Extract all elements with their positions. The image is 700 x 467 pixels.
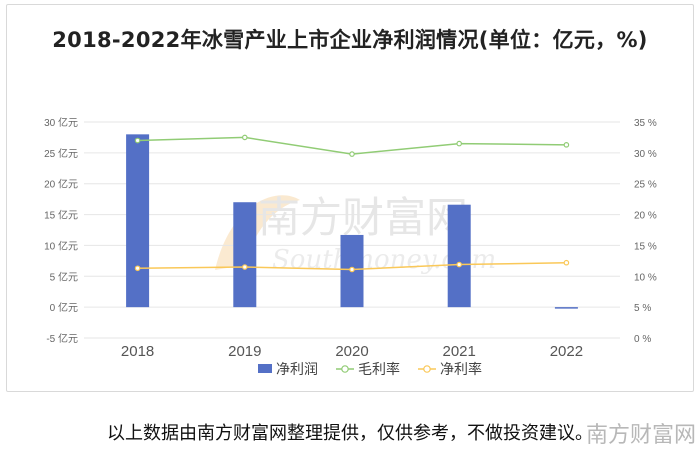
- y-right-tick-label: 30 %: [634, 149, 657, 160]
- legend-label: 净利润: [276, 362, 318, 378]
- y-left-tick-label: 15 亿元: [44, 209, 78, 222]
- y-left-tick-label: 20 亿元: [44, 178, 78, 191]
- y-axis-left: 30 亿元 25 亿元 20 亿元 15 亿元 10 亿元 5 亿元 0 亿元 -5 亿元: [44, 116, 78, 345]
- bar-series: [126, 134, 578, 309]
- y-right-tick-label: 0 %: [634, 334, 651, 345]
- y-left-tick-label: 5 亿元: [50, 270, 78, 283]
- bar: [126, 134, 150, 308]
- x-tick-label: 2020: [335, 343, 368, 360]
- chart-frame: [6, 4, 694, 392]
- legend-label: 净利率: [440, 361, 482, 378]
- y-right-tick-label: 10 %: [634, 272, 657, 283]
- chart-title: 2018-2022年冰雪产业上市企业净利润情况(单位：亿元，%): [52, 28, 648, 52]
- line-point: [563, 142, 570, 148]
- legend-label: 毛利率: [358, 361, 400, 378]
- x-tick-label: 2018: [121, 343, 154, 360]
- brand-watermark-text: 南方财富网: [586, 423, 697, 448]
- y-left-tick-label: 0 亿元: [50, 301, 78, 314]
- line-point: [349, 266, 355, 273]
- y-right-tick-label: 25 %: [634, 180, 657, 191]
- line-point: [134, 265, 141, 272]
- line-series: [134, 134, 570, 273]
- y-left-tick-label: 30 亿元: [44, 116, 78, 129]
- legend-swatch-bar: [258, 364, 272, 373]
- legend-swatch-marker: [423, 365, 431, 373]
- y-right-tick-label: 20 %: [634, 211, 657, 222]
- brand-watermark-bottom: 南方财富网: [586, 417, 696, 449]
- y-right-tick-label: 5 %: [634, 303, 651, 314]
- legend: 净利润 毛利率 净利率: [258, 361, 482, 378]
- y-right-tick-label: 35 %: [634, 118, 657, 129]
- x-axis: 2018 2019 2020 2021 2022: [121, 343, 583, 360]
- line-point: [134, 137, 141, 144]
- bar: [554, 307, 578, 309]
- line-point: [456, 261, 463, 268]
- line-point: [242, 264, 248, 270]
- line-point: [242, 134, 248, 141]
- y-left-tick-label: -5 亿元: [46, 332, 78, 345]
- y-left-tick-label: 25 亿元: [44, 147, 78, 160]
- x-tick-label: 2022: [550, 343, 583, 360]
- bar: [447, 204, 471, 308]
- y-right-tick-label: 15 %: [634, 241, 657, 252]
- line-point: [456, 140, 463, 147]
- y-left-tick-label: 10 亿元: [44, 239, 78, 252]
- footer-disclaimer: 以上数据由南方财富网整理提供，仅供参考，不做投资建议。: [107, 423, 593, 444]
- line-point: [563, 259, 570, 266]
- y-axis-right: 35 % 30 % 25 % 20 % 15 % 10 % 5 % 0 %: [634, 118, 657, 345]
- grid-lines: [84, 121, 620, 339]
- watermark-text-cn: 南方财富网: [258, 193, 468, 242]
- x-tick-label: 2021: [443, 343, 476, 360]
- line-point: [349, 151, 355, 157]
- legend-swatch-marker: [341, 365, 349, 373]
- x-tick-label: 2019: [228, 343, 261, 360]
- bar: [233, 202, 257, 308]
